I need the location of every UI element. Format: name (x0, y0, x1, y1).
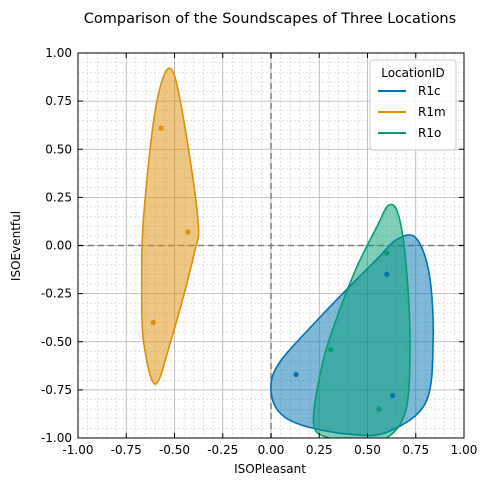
x-tick-label: -0.25 (207, 443, 238, 457)
y-axis-label: ISOEventful (9, 211, 23, 281)
x-tick-label: 1.00 (451, 443, 478, 457)
legend-label-r1m: R1m (418, 105, 446, 119)
y-tick-label: 0.25 (45, 190, 72, 204)
x-tick-label: 0.50 (354, 443, 381, 457)
point-r1o (376, 406, 382, 412)
data-points (150, 125, 396, 412)
y-tick-label: 1.00 (45, 46, 72, 60)
y-tick-label: 0.00 (45, 239, 72, 253)
x-axis-ticks: -1.00 -0.75 -0.50 -0.25 0.00 0.25 0.50 0.75 1.00 (62, 53, 477, 457)
x-tick-label: -0.75 (111, 443, 142, 457)
y-tick-label: 0.50 (45, 142, 72, 156)
y-tick-label: -0.50 (41, 335, 72, 349)
y-tick-label: -0.25 (41, 287, 72, 301)
legend-box (369, 59, 457, 151)
point-r1m (150, 319, 156, 326)
contour-r1o (312, 203, 411, 438)
x-tick-label: -1.00 (62, 443, 93, 457)
point-r1m (185, 229, 191, 235)
point-r1m (158, 125, 164, 131)
point-r1o (328, 346, 334, 353)
point-r1o (384, 250, 390, 256)
legend: LocationID R1c R1m R1o (369, 59, 457, 151)
point-r1c (389, 393, 396, 399)
density-contours (140, 67, 435, 438)
x-tick-label: 0.25 (306, 443, 333, 457)
legend-label-r1c: R1c (418, 84, 441, 98)
x-axis-label: ISOPleasant (234, 462, 306, 476)
x-tick-label: 0.75 (402, 443, 429, 457)
y-axis-ticks: -1.00 -0.75 -0.50 -0.25 0.00 0.25 0.50 0.75 1.00 (41, 46, 464, 445)
x-tick-label: 0.00 (258, 443, 285, 457)
y-tick-label: -0.75 (41, 383, 72, 397)
point-r1c (384, 271, 390, 277)
x-tick-label: -0.50 (159, 443, 190, 457)
point-r1c (293, 371, 299, 378)
contour-r1m (140, 67, 200, 385)
legend-title: LocationID (381, 66, 445, 80)
chart-title: Comparison of the Soundscapes of Three L… (84, 11, 456, 27)
y-tick-label: 0.75 (45, 94, 72, 108)
legend-label-r1o: R1o (418, 126, 441, 140)
y-tick-label: -1.00 (41, 431, 72, 445)
